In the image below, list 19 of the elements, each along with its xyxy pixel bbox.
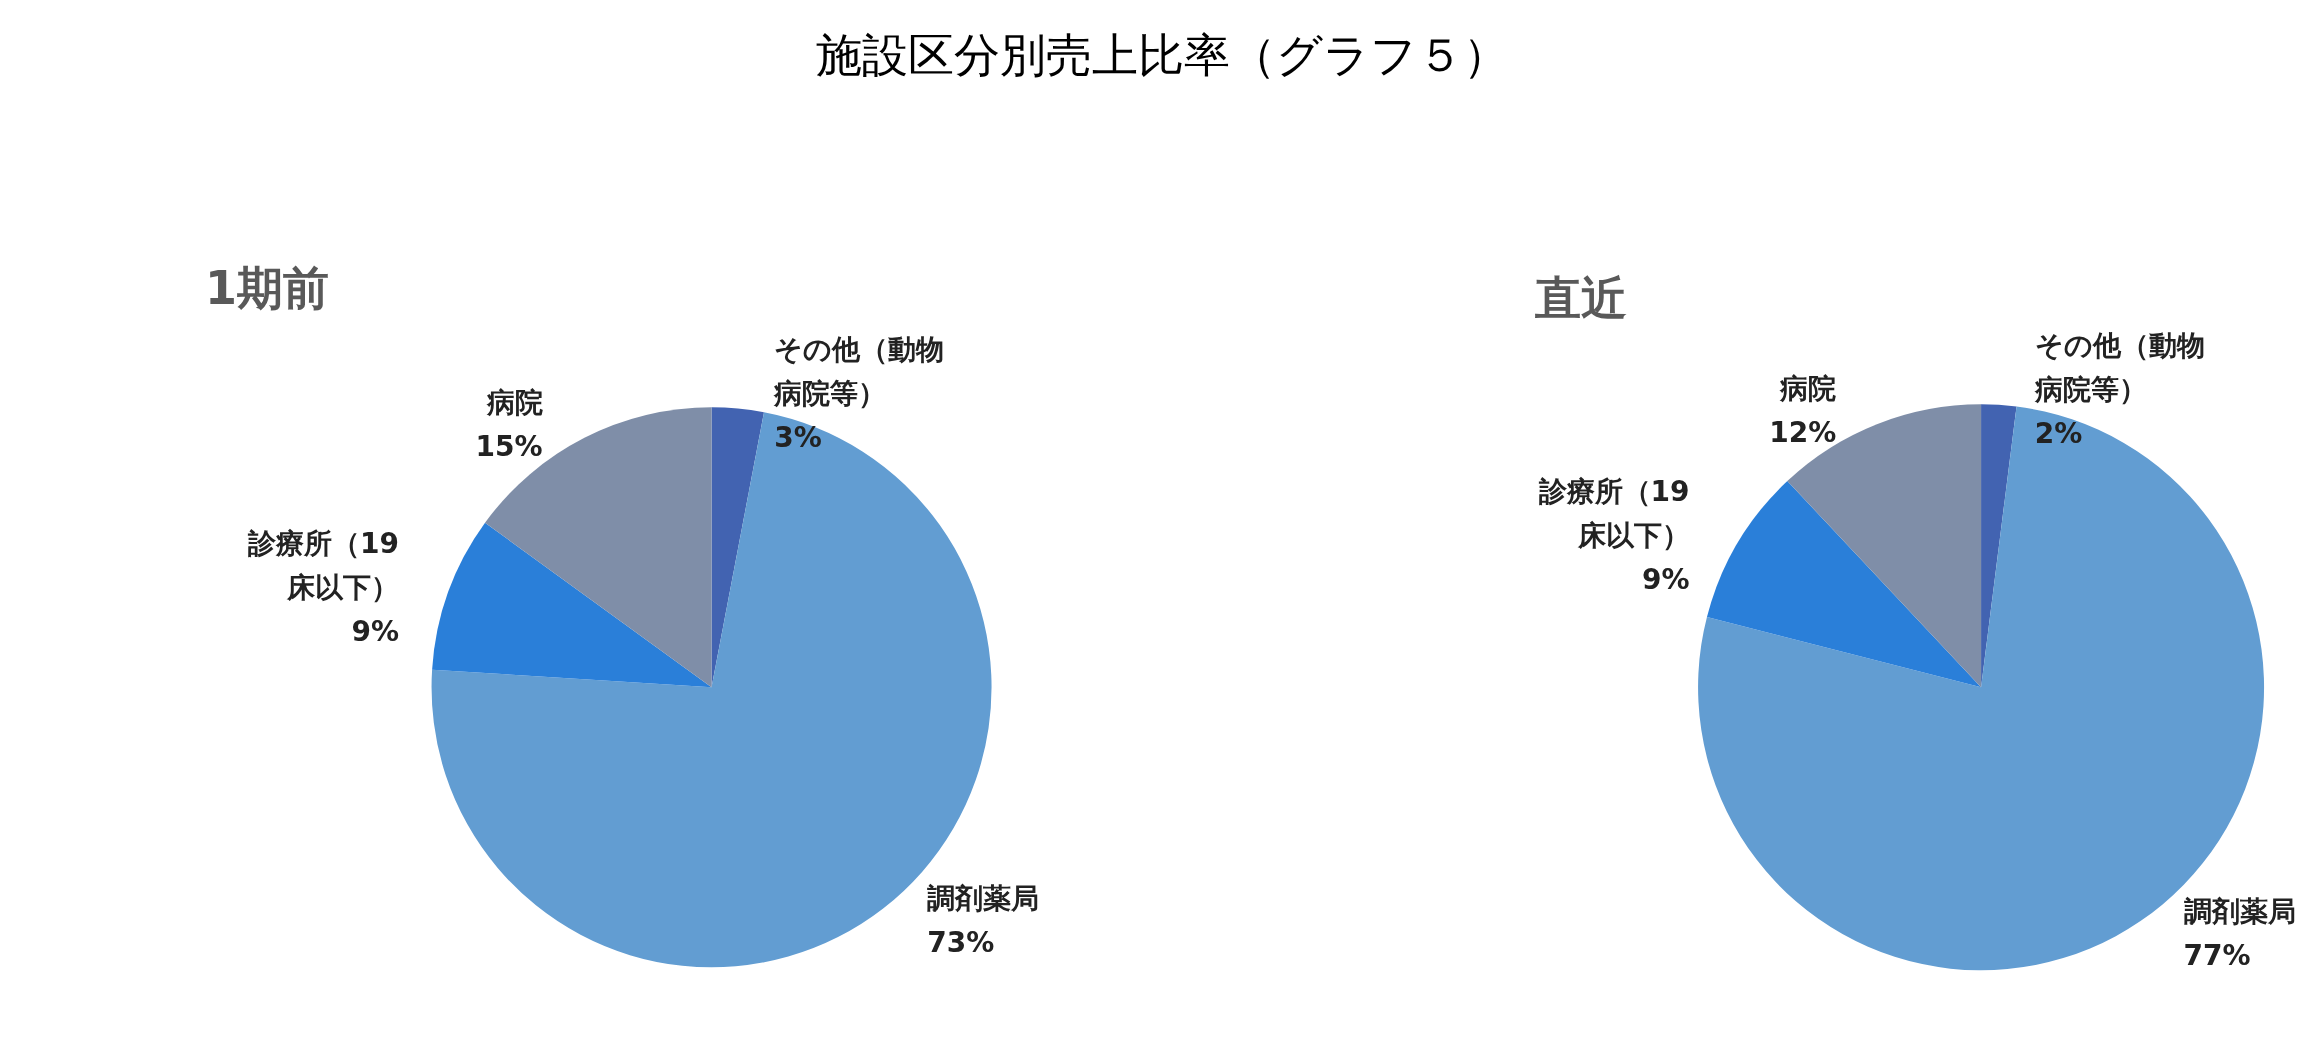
data-label: 73% xyxy=(927,925,995,959)
slice-label: その他（動物病院等） xyxy=(773,333,945,411)
slice-label: 調剤薬局 xyxy=(927,881,1040,915)
text: 施設区分別売上比率（グラフ５） xyxy=(814,27,1510,84)
data-label: 77% xyxy=(2183,939,2251,973)
data-label: 15% xyxy=(475,429,543,463)
data-label: 12% xyxy=(1769,415,1837,449)
slice-label: その他（動物病院等） xyxy=(2033,329,2205,407)
chart-subtitle: 1期前 xyxy=(205,261,330,315)
data-label: 2% xyxy=(2034,417,2083,451)
chart-subtitle: 直近 xyxy=(1534,271,1627,325)
slice-label: 調剤薬局 xyxy=(2183,895,2296,929)
slice-label: 病院 xyxy=(1779,371,1837,405)
data-label: 9% xyxy=(351,614,399,648)
data-label: 3% xyxy=(774,421,822,455)
slice-label: 病院 xyxy=(485,385,543,419)
slice-label: 診療所（19床以下） xyxy=(247,526,399,604)
data-label: 9% xyxy=(1642,563,1690,597)
slice-label: 診療所（19床以下） xyxy=(1537,475,1690,553)
